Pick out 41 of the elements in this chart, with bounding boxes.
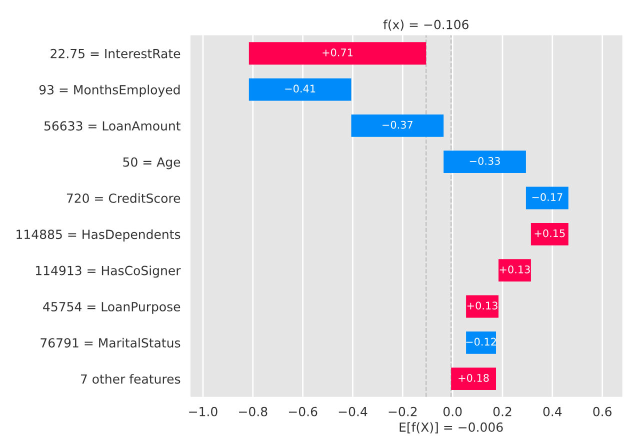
y-tick-label: 114913 = HasCoSigner: [36, 266, 181, 278]
bar: [444, 150, 526, 174]
x-tick-label: 0.6: [593, 406, 612, 416]
x-tick-label: −0.4: [338, 406, 368, 416]
ref-line-label: f(x) = −0.106: [383, 20, 468, 31]
x-tick-label: 0.4: [543, 406, 562, 416]
data-label: +0.13: [467, 302, 498, 310]
data-label: +0.13: [500, 265, 530, 274]
bar: [351, 114, 444, 137]
data-label: +0.15: [534, 229, 565, 238]
bar: [248, 42, 426, 65]
ref-line-label: E[f(X)] = −0.006: [400, 422, 503, 434]
bar: [466, 295, 498, 318]
x-tick-label: −0.6: [288, 406, 318, 416]
data-label: +0.18: [458, 374, 489, 382]
data-label: −0.17: [532, 193, 562, 202]
bar: [451, 368, 496, 390]
y-tick-label: 7 other features: [80, 374, 180, 384]
bar: [526, 186, 568, 210]
y-tick-label: 93 = MonthsEmployed: [39, 84, 180, 97]
x-tick-label: −0.8: [239, 406, 268, 416]
x-tick-label: −1.0: [189, 406, 218, 416]
x-tick-label: 0.2: [493, 406, 512, 416]
x-tick-label: 0.0: [443, 406, 462, 416]
bar: [498, 259, 531, 282]
data-label: −0.12: [466, 338, 496, 346]
x-tick-label: −0.2: [388, 406, 417, 416]
bar: [466, 331, 496, 354]
data-label: +0.71: [322, 48, 353, 56]
y-tick-label: 720 = CreditScore: [66, 193, 180, 203]
y-tick-label: 22.75 = InterestRate: [50, 48, 180, 58]
y-tick-label: 45754 = LoanPurpose: [43, 302, 180, 314]
data-label: −0.33: [470, 156, 500, 165]
y-tick-label: 50 = Age: [123, 157, 180, 170]
y-tick-label: 76791 = MaritalStatus: [40, 338, 180, 348]
bar: [530, 222, 568, 246]
bar: [248, 78, 352, 101]
y-tick-label: 56633 = LoanAmount: [44, 121, 180, 131]
y-tick-label: 114885 = HasDependents: [16, 229, 180, 242]
data-label: −0.41: [285, 84, 316, 93]
data-label: −0.37: [382, 120, 412, 129]
